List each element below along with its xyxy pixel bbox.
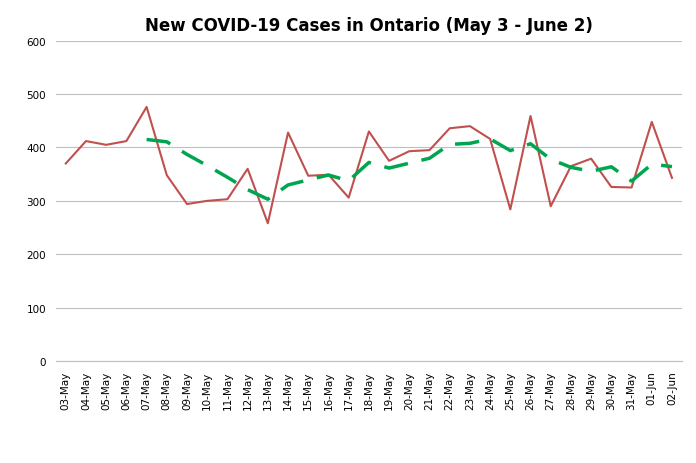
Title: New COVID-19 Cases in Ontario (May 3 - June 2): New COVID-19 Cases in Ontario (May 3 - J… [145,17,593,35]
